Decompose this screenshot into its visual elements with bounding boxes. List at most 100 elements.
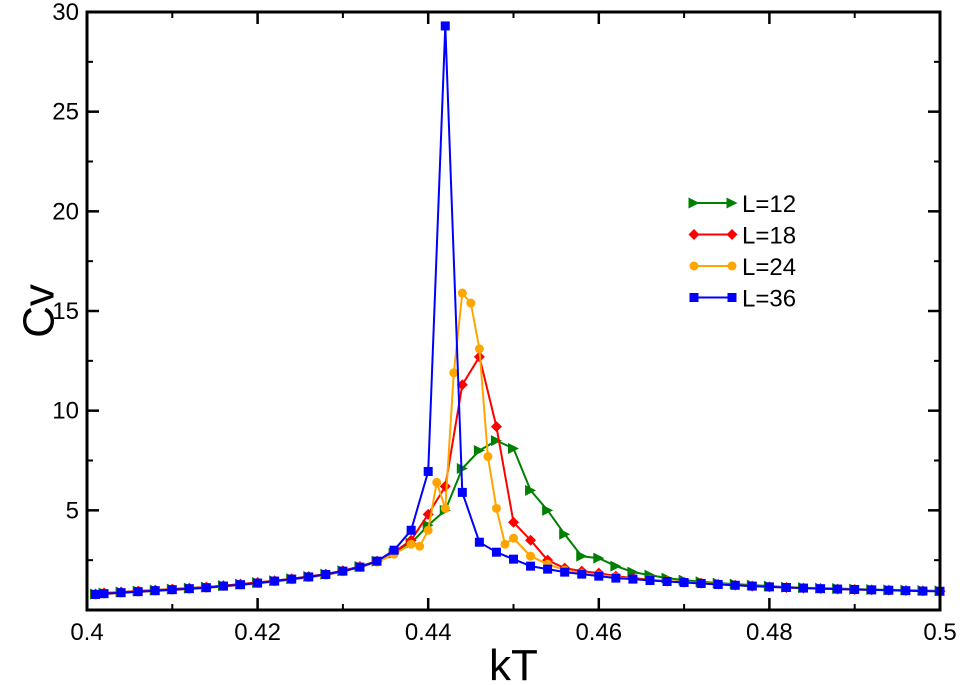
legend-item: L=18 — [688, 223, 796, 250]
x-tick-label: 0.48 — [746, 619, 793, 646]
data-point — [559, 528, 571, 540]
legend-marker — [689, 293, 699, 302]
data-point — [91, 589, 101, 599]
series-line — [95, 25, 941, 596]
data-point — [799, 583, 809, 593]
data-point — [509, 554, 518, 564]
data-point — [611, 573, 621, 583]
data-point — [500, 539, 510, 549]
data-point — [457, 487, 467, 497]
data-point — [509, 533, 518, 543]
legend-label: L=12 — [742, 191, 796, 218]
data-point — [645, 575, 655, 585]
x-axis-title: kT — [489, 641, 538, 685]
data-point — [423, 525, 433, 535]
data-point — [593, 552, 605, 564]
legend-label: L=18 — [742, 223, 796, 250]
series-line — [95, 439, 941, 596]
data-point — [287, 574, 297, 584]
data-point — [543, 564, 553, 574]
data-point — [406, 525, 416, 535]
x-tick-label: 0.44 — [405, 619, 452, 646]
data-point — [747, 581, 757, 591]
data-point — [833, 584, 843, 594]
data-point — [449, 368, 459, 378]
legend-marker — [726, 229, 738, 240]
data-point — [99, 589, 109, 599]
legend-marker — [727, 293, 737, 302]
data-point — [525, 484, 537, 496]
data-point — [508, 443, 519, 455]
data-point — [577, 569, 587, 579]
data-point — [423, 466, 433, 476]
legend-marker — [688, 229, 700, 240]
data-point — [918, 586, 928, 596]
data-point — [490, 435, 502, 447]
data-point — [304, 572, 314, 582]
data-point — [764, 582, 774, 592]
plot-frame — [85, 10, 942, 612]
legend-item: L=36 — [689, 286, 796, 313]
data-point — [321, 570, 331, 580]
y-tick-label: 30 — [52, 0, 79, 26]
data-point — [184, 584, 194, 594]
data-point — [389, 545, 399, 555]
legend-label: L=24 — [742, 254, 796, 281]
data-point — [474, 344, 484, 354]
data-point — [679, 577, 689, 587]
y-tick-label: 10 — [52, 398, 79, 425]
data-point — [406, 539, 416, 549]
data-point — [816, 584, 826, 594]
tick-layer: 0.4 0.42 0.44 0.46 0.48 0.5 5 10 15 20 25 30 — [52, 0, 956, 646]
data-point — [560, 567, 570, 577]
data-point — [372, 556, 382, 566]
data-point — [525, 534, 537, 546]
data-point — [781, 582, 791, 592]
data-point — [628, 574, 638, 584]
y-tick-label: 25 — [52, 99, 79, 126]
series-l-36 — [91, 21, 945, 599]
data-point — [133, 587, 143, 597]
data-point — [491, 547, 501, 557]
series-layer — [90, 21, 946, 600]
y-tick-label: 20 — [52, 198, 79, 225]
data-point — [150, 586, 160, 596]
y-tick-label: 5 — [66, 497, 79, 524]
x-tick-label: 0.5 — [923, 619, 956, 646]
series-l-12 — [90, 435, 946, 600]
data-point — [457, 288, 467, 298]
x-tick-label: 0.46 — [575, 619, 622, 646]
legend-item: L=12 — [688, 191, 796, 218]
data-point — [116, 588, 126, 598]
data-point — [415, 541, 425, 551]
data-point — [526, 561, 536, 571]
legend-marker — [727, 261, 737, 271]
data-point — [713, 579, 723, 589]
data-point — [440, 503, 450, 513]
data-point — [483, 452, 493, 462]
data-point — [901, 586, 911, 596]
data-point — [730, 580, 740, 590]
data-point — [466, 298, 476, 308]
data-point — [696, 578, 706, 588]
legend-item: L=24 — [689, 254, 796, 281]
data-point — [576, 550, 588, 562]
data-point — [355, 562, 365, 572]
data-point — [253, 578, 263, 588]
legend-marker — [726, 197, 738, 209]
data-point — [867, 585, 877, 595]
data-point — [594, 571, 604, 581]
data-point — [884, 585, 894, 595]
data-point — [338, 566, 348, 576]
data-point — [610, 560, 622, 572]
legend-marker — [688, 197, 700, 209]
data-point — [439, 480, 451, 492]
data-point — [432, 477, 442, 487]
data-point — [218, 581, 228, 591]
data-point — [491, 503, 501, 513]
x-tick-label: 0.4 — [70, 619, 103, 646]
data-point — [167, 585, 177, 595]
data-point — [201, 583, 211, 593]
x-tick-label: 0.42 — [234, 619, 281, 646]
data-point — [508, 516, 519, 528]
